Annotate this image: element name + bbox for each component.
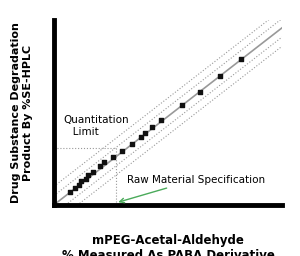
Text: Drug Substance Degradation
Product By %SE-HPLC: Drug Substance Degradation Product By %S… [11,22,33,203]
Point [218,74,223,78]
Text: mPEG-Acetal-Aldehyde
% Measured As PABA Derivative: mPEG-Acetal-Aldehyde % Measured As PABA … [61,234,274,256]
Point [90,169,95,174]
Point [77,183,82,187]
Point [86,173,91,177]
Point [179,103,184,107]
Text: Raw Material Specification: Raw Material Specification [120,175,265,203]
Point [97,164,102,168]
Point [68,190,72,194]
Point [159,118,164,122]
Point [238,57,243,61]
Point [143,131,148,135]
Point [197,90,202,94]
Point [79,179,84,183]
Point [120,149,125,153]
Point [72,186,77,190]
Text: Quantitation
   Limit: Quantitation Limit [63,115,129,137]
Point [129,142,134,146]
Point [150,125,154,130]
Point [111,155,116,159]
Point [83,177,88,181]
Point [102,160,106,164]
Point [138,135,143,139]
